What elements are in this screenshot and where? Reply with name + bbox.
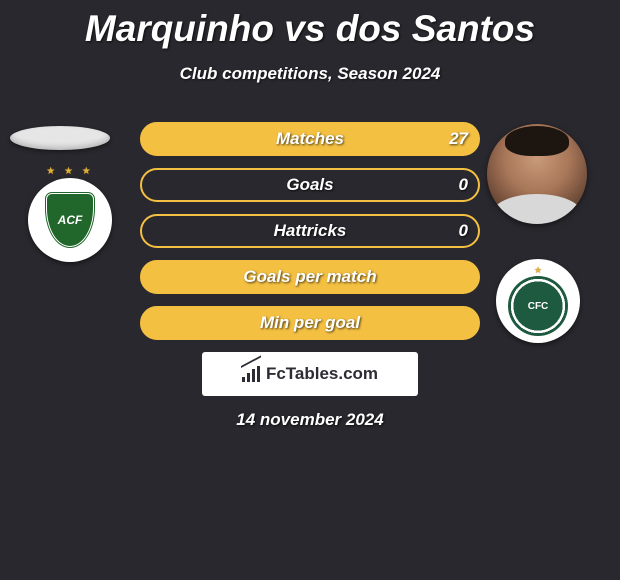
brand-chart-icon [242, 366, 262, 382]
brand-text: FcTables.com [266, 364, 378, 384]
stat-row: Goals per match [140, 260, 480, 294]
page-subtitle: Club competitions, Season 2024 [0, 64, 620, 84]
stat-value-right: 0 [459, 175, 468, 195]
player-right-avatar [487, 124, 587, 224]
club-left-abbrev: ACF [58, 213, 83, 227]
club-right-stars: ★ [496, 265, 580, 276]
club-badge-right: ★ CFC [496, 259, 580, 343]
club-left-stars: ★ ★ ★ [28, 166, 112, 177]
player-left-placeholder [10, 126, 110, 150]
generation-date: 14 november 2024 [0, 410, 620, 430]
stat-label: Min per goal [260, 313, 360, 333]
stat-label: Goals [286, 175, 333, 195]
club-right-shield: CFC [508, 276, 568, 336]
stat-row: Min per goal [140, 306, 480, 340]
stat-value-right: 27 [449, 129, 468, 149]
stat-row: Goals 0 [140, 168, 480, 202]
page-title: Marquinho vs dos Santos [0, 0, 620, 50]
stat-label: Hattricks [274, 221, 347, 241]
stat-label: Goals per match [243, 267, 376, 287]
stat-row: Matches 27 [140, 122, 480, 156]
stat-label: Matches [276, 129, 344, 149]
club-right-abbrev: CFC [528, 301, 549, 312]
club-left-shield: ACF [44, 191, 96, 249]
stat-row: Hattricks 0 [140, 214, 480, 248]
club-badge-left: ★ ★ ★ ACF [28, 178, 112, 262]
stat-value-right: 0 [459, 221, 468, 241]
brand-watermark: FcTables.com [202, 352, 418, 396]
